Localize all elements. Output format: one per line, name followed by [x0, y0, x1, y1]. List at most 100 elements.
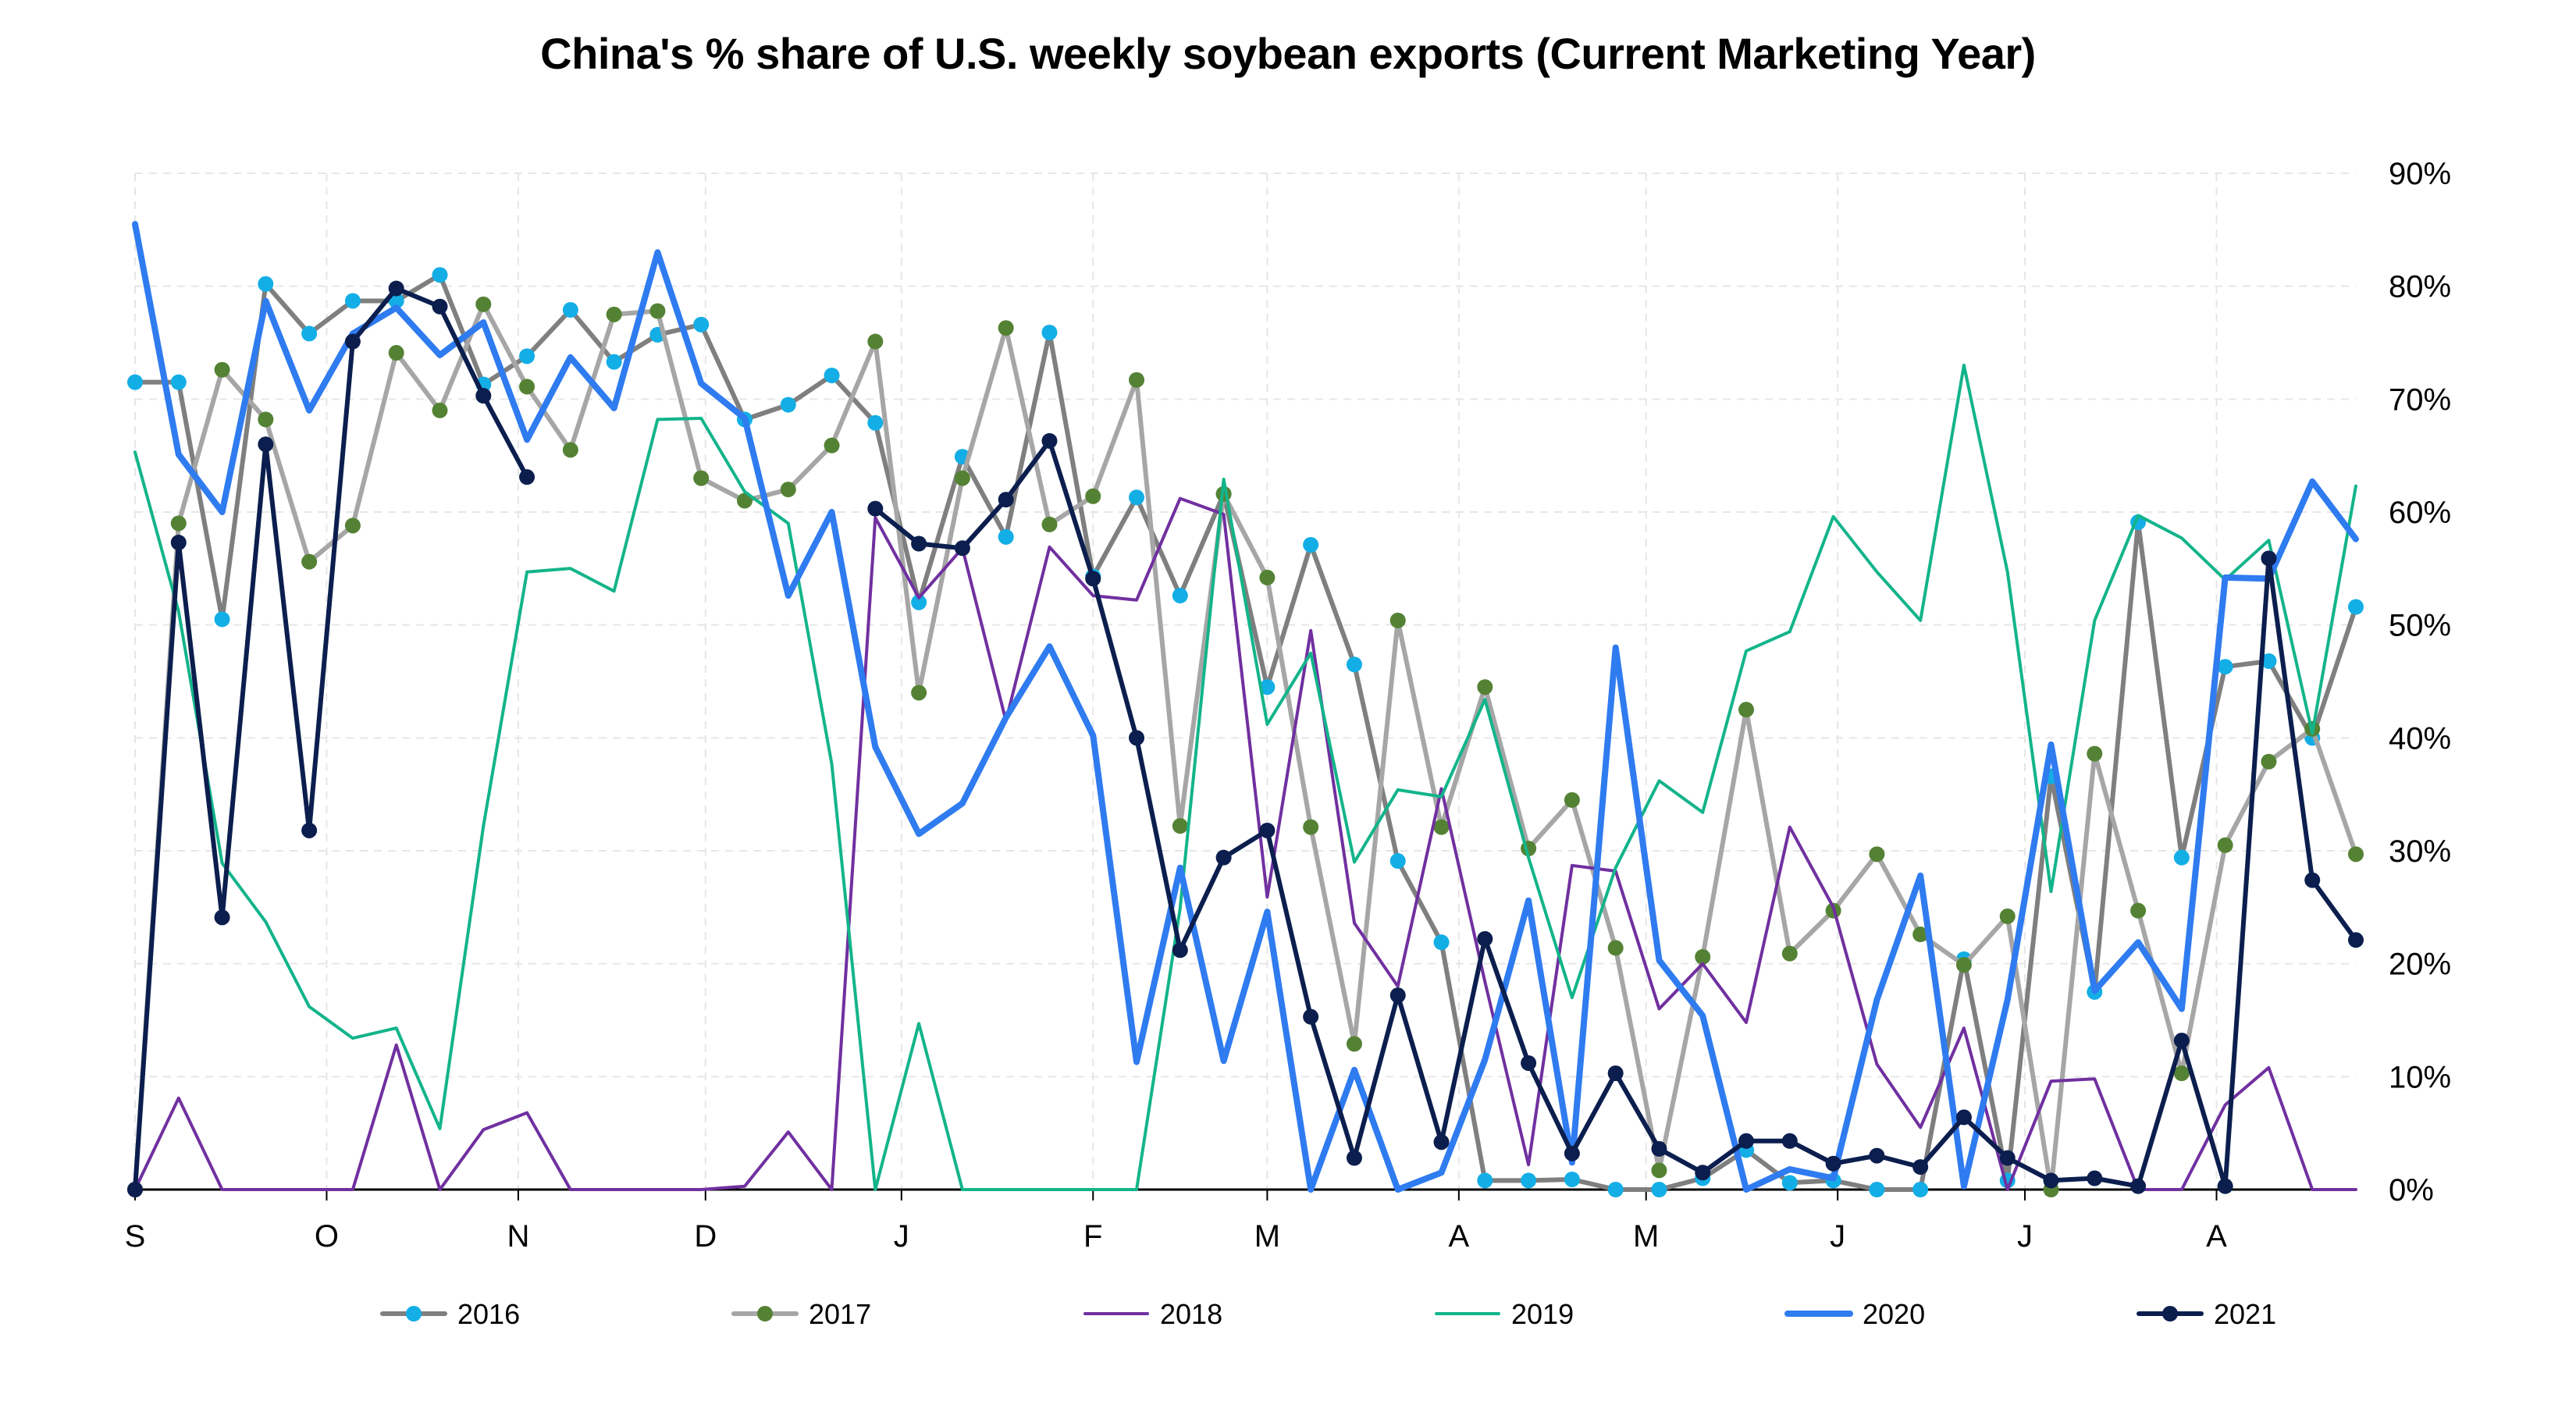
data-point-2016	[214, 611, 230, 628]
x-tick-label: A	[2206, 1219, 2227, 1254]
data-point-2021	[1912, 1159, 1929, 1176]
series-2020	[132, 221, 2359, 1193]
data-point-2016	[432, 267, 448, 283]
data-point-2021	[2348, 932, 2364, 948]
data-point-2017	[1433, 819, 1450, 835]
x-tick-label: N	[507, 1219, 529, 1254]
data-point-2016	[258, 276, 274, 292]
series-2021	[127, 280, 2364, 1197]
data-point-2017	[1781, 945, 1798, 962]
data-point-2021	[1129, 730, 1145, 746]
data-point-2016	[344, 293, 361, 309]
data-point-2021	[2043, 1172, 2059, 1189]
data-point-2021	[954, 540, 970, 557]
data-point-2017	[606, 306, 622, 322]
data-point-2016	[388, 293, 404, 309]
data-point-2016	[998, 528, 1014, 545]
data-point-2017	[1129, 372, 1145, 388]
data-point-2017	[649, 303, 666, 319]
data-point-2016	[693, 316, 710, 333]
y-tick-label: 90%	[2389, 157, 2451, 191]
legend-item-2019: 2019	[1435, 1298, 1574, 1330]
data-point-2021	[2130, 1178, 2147, 1194]
data-point-2016	[780, 397, 796, 413]
data-point-2017	[1041, 516, 1058, 532]
y-tick-label: 40%	[2389, 721, 2451, 756]
data-point-2016	[170, 374, 187, 390]
data-point-2017	[1303, 819, 1319, 835]
data-point-2021	[1172, 942, 1188, 959]
legend-label: 2020	[1863, 1298, 1925, 1330]
y-tick-label: 0%	[2389, 1173, 2434, 1208]
series-line-2016	[133, 272, 2358, 1192]
x-tick-label: M	[1633, 1219, 1659, 1254]
data-point-2017	[2173, 1065, 2190, 1081]
data-point-2021	[1607, 1065, 1624, 1081]
data-point-2016	[1607, 1182, 1624, 1197]
data-point-2021	[1303, 1008, 1319, 1025]
data-point-2016	[824, 367, 840, 383]
series-2017	[127, 296, 2364, 1197]
legend-label: 2017	[809, 1298, 871, 1330]
data-point-2017	[911, 685, 927, 701]
data-point-2021	[2261, 550, 2277, 567]
data-point-2017	[2130, 902, 2147, 919]
data-point-2017	[1346, 1036, 1362, 1052]
series-line-2020	[132, 221, 2359, 1193]
legend-item-2016: 2016	[380, 1298, 520, 1330]
data-point-2016	[1912, 1182, 1929, 1197]
data-point-2016	[867, 414, 884, 431]
data-point-2016	[2173, 849, 2190, 866]
data-point-2017	[1477, 679, 1493, 695]
series-layer	[127, 221, 2364, 1197]
data-point-2021	[1651, 1140, 1667, 1157]
data-point-2016	[301, 325, 318, 342]
legend-label: 2018	[1160, 1298, 1222, 1330]
data-point-2017	[519, 379, 535, 395]
data-point-2016	[1129, 489, 1145, 506]
data-point-2021	[301, 822, 318, 838]
legend-layer: 2016 2017 2018 2019 2020 2021	[380, 1298, 2276, 1330]
data-point-2016	[1521, 1172, 1537, 1189]
data-point-2016	[1389, 853, 1406, 870]
data-point-2017	[388, 345, 404, 361]
data-point-2017	[475, 296, 492, 312]
series-2019	[133, 363, 2357, 1191]
x-tick-label: M	[1254, 1219, 1280, 1254]
legend-item-2017: 2017	[731, 1298, 871, 1330]
data-point-2021	[1521, 1055, 1537, 1071]
data-point-2016	[1781, 1175, 1798, 1191]
data-point-2021	[475, 387, 492, 404]
data-point-2016	[1303, 536, 1319, 553]
y-tick-label: 50%	[2389, 609, 2451, 643]
data-point-2017	[1869, 846, 1885, 863]
series-line-2021	[133, 286, 530, 1192]
data-point-2017	[1607, 940, 1624, 956]
data-point-2017	[780, 482, 796, 498]
data-point-2017	[258, 411, 274, 428]
data-point-2021	[1433, 1134, 1450, 1151]
data-point-2017	[998, 320, 1014, 336]
legend-item-2018: 2018	[1083, 1298, 1222, 1330]
x-tick-label: A	[1448, 1219, 1469, 1254]
series-2018	[133, 496, 2357, 1191]
data-point-2021	[1738, 1133, 1755, 1149]
data-point-2021	[1259, 822, 1276, 838]
data-point-2017	[1389, 612, 1406, 628]
data-point-2017	[2261, 753, 2277, 770]
data-point-2021	[127, 1182, 143, 1197]
data-point-2017	[214, 361, 230, 378]
x-tick-label: O	[315, 1219, 339, 1254]
y-tick-label: 10%	[2389, 1060, 2451, 1094]
legend-marker	[2162, 1306, 2178, 1321]
data-point-2021	[2304, 872, 2321, 888]
data-point-2021	[2173, 1033, 2190, 1049]
data-point-2017	[1695, 948, 1711, 965]
data-point-2017	[954, 470, 970, 486]
x-tick-label: J	[1830, 1219, 1845, 1254]
y-tick-label: 80%	[2389, 270, 2451, 304]
data-point-2021	[1999, 1150, 2016, 1166]
data-point-2021	[1085, 571, 1101, 587]
data-point-2017	[1564, 791, 1580, 808]
legend-item-2020: 2020	[1784, 1298, 1925, 1330]
